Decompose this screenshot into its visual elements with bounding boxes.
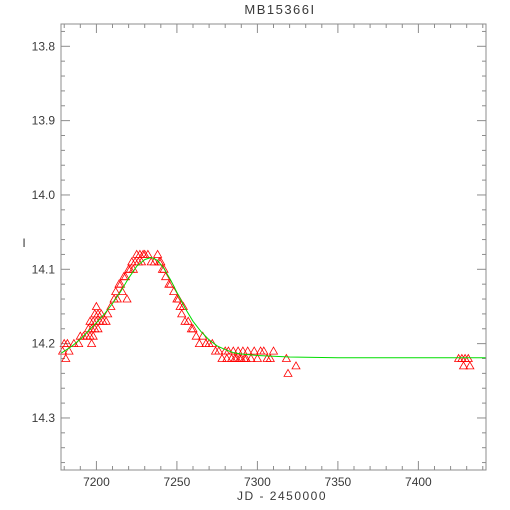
data-point-triangle <box>91 301 102 310</box>
data-point-triangle <box>169 286 179 296</box>
data-point-triangle <box>183 316 193 325</box>
data-point-triangle <box>106 301 116 310</box>
data-point-triangle <box>228 346 238 355</box>
data-point-triangle <box>115 279 126 288</box>
y-tick-label: 13.8 <box>32 39 56 53</box>
data-point-triangle <box>217 353 227 362</box>
data-point-triangle <box>249 346 259 355</box>
y-tick-label: 14.1 <box>32 262 56 276</box>
data-point-triangle <box>64 346 74 355</box>
axis-tick-labels: 7200 7250 7300 7350 7400 13.8 13.9 14.0 14.1 14.2… <box>32 39 432 489</box>
data-point-triangle <box>465 361 475 370</box>
data-point-triangle <box>233 346 243 355</box>
data-point-triangle <box>117 286 127 296</box>
data-point-triangle <box>101 316 111 325</box>
data-point-triangle <box>252 353 263 362</box>
data-point-triangle <box>223 346 234 355</box>
data-point-triangle <box>222 353 232 362</box>
data-point-triangle <box>111 286 121 296</box>
data-point-triangle <box>88 331 98 340</box>
data-point-triangle <box>268 346 279 355</box>
data-point-triangle <box>86 338 97 348</box>
data-point-triangle <box>120 271 131 281</box>
data-point-triangle <box>291 361 301 370</box>
data-point-triangle <box>62 338 73 348</box>
x-tick-label: 7200 <box>83 475 110 489</box>
data-point-triangle <box>74 338 84 348</box>
data-point-triangle <box>152 249 163 258</box>
y-tick-label: 14.3 <box>32 411 56 425</box>
plot-frame <box>60 23 487 471</box>
data-point-triangle <box>265 353 275 362</box>
y-axis-label: I <box>22 236 25 250</box>
x-axis-label: JD - 2450000 <box>237 489 327 503</box>
data-point-triangle <box>160 271 171 281</box>
x-tick-label: 7250 <box>164 475 191 489</box>
data-point-triangle <box>246 353 256 362</box>
data-point-triangle <box>136 257 147 266</box>
data-marks <box>57 249 486 377</box>
data-point-triangle <box>283 368 293 377</box>
data-point-triangle <box>194 338 205 348</box>
data-point-triangle <box>259 346 269 355</box>
x-tick-label: 7400 <box>405 475 432 489</box>
x-tick-label: 7350 <box>325 475 352 489</box>
y-tick-label: 14.2 <box>32 337 56 351</box>
data-point-triangle <box>281 353 292 362</box>
data-point-triangle <box>122 294 132 303</box>
data-point-triangle <box>188 323 198 333</box>
data-point-triangle <box>103 309 113 318</box>
data-point-triangle <box>214 346 224 355</box>
data-point-triangle <box>143 249 153 258</box>
data-point-triangle <box>93 323 103 333</box>
data-point-triangle <box>177 309 187 318</box>
data-point-triangle <box>191 331 201 340</box>
data-point-triangle <box>241 353 251 362</box>
data-point-triangle <box>61 353 71 362</box>
data-point-triangle <box>159 264 169 273</box>
y-tick-label: 13.9 <box>32 114 56 128</box>
x-tick-label: 7300 <box>244 475 271 489</box>
model-fit-line <box>60 256 486 359</box>
data-point-triangle <box>149 257 160 266</box>
axis-ticks <box>61 24 486 470</box>
data-point-triangle <box>178 301 188 310</box>
data-point-triangle <box>458 361 469 370</box>
chart-title: MB15366I <box>244 2 315 17</box>
y-tick-label: 14.0 <box>32 188 56 202</box>
data-point-triangle <box>207 338 217 348</box>
